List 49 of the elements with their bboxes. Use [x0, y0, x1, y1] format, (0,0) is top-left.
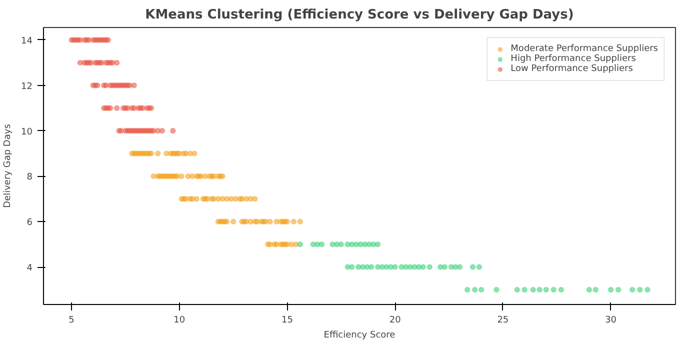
point	[530, 286, 536, 293]
point	[476, 264, 482, 270]
point	[472, 286, 478, 293]
point	[558, 286, 564, 293]
point	[543, 286, 550, 293]
point	[442, 264, 448, 270]
point	[374, 241, 381, 248]
x-tick-label: 5	[68, 316, 74, 326]
legend-label: Moderate Performance Suppliers	[510, 44, 658, 54]
point	[478, 286, 484, 293]
chart-title: KMeans Clustering (Efficiency Score vs Delivery Gap Days)	[145, 8, 574, 22]
point	[420, 264, 426, 270]
legend-label: High Performance Suppliers	[510, 54, 636, 64]
x-tick-label: 10	[174, 316, 186, 326]
point	[636, 286, 643, 293]
y-tick-label: 10	[21, 127, 33, 138]
y-tick-label: 4	[26, 264, 33, 274]
point	[550, 286, 557, 293]
point	[514, 286, 520, 293]
x-axis-title: Efficiency Score	[324, 330, 396, 340]
y-tick-label: 6	[26, 218, 33, 228]
point	[522, 286, 528, 293]
y-axis-title: Delivery Gap Days	[3, 124, 14, 208]
legend-label: Low Performance Suppliers	[510, 64, 633, 74]
point	[456, 264, 463, 270]
point	[470, 264, 476, 270]
y-tick-label: 14	[21, 36, 33, 46]
point	[318, 241, 325, 248]
point	[348, 264, 355, 270]
point	[392, 264, 398, 270]
point	[586, 286, 592, 293]
point	[629, 286, 636, 293]
y-tick-label: 12	[21, 82, 32, 92]
point	[536, 286, 543, 293]
y-tick-label: 8	[26, 172, 33, 183]
x-tick-label: 30	[605, 316, 617, 326]
point	[493, 286, 500, 293]
point	[426, 264, 433, 270]
point	[368, 264, 374, 270]
point	[615, 286, 622, 293]
point	[338, 241, 344, 248]
point	[608, 286, 614, 293]
point	[464, 286, 470, 293]
point	[297, 241, 304, 248]
x-tick-label: 15	[282, 316, 293, 326]
x-tick-label: 20	[389, 316, 402, 326]
point	[592, 286, 599, 293]
x-tick-label: 25	[497, 316, 509, 326]
point	[644, 286, 650, 293]
